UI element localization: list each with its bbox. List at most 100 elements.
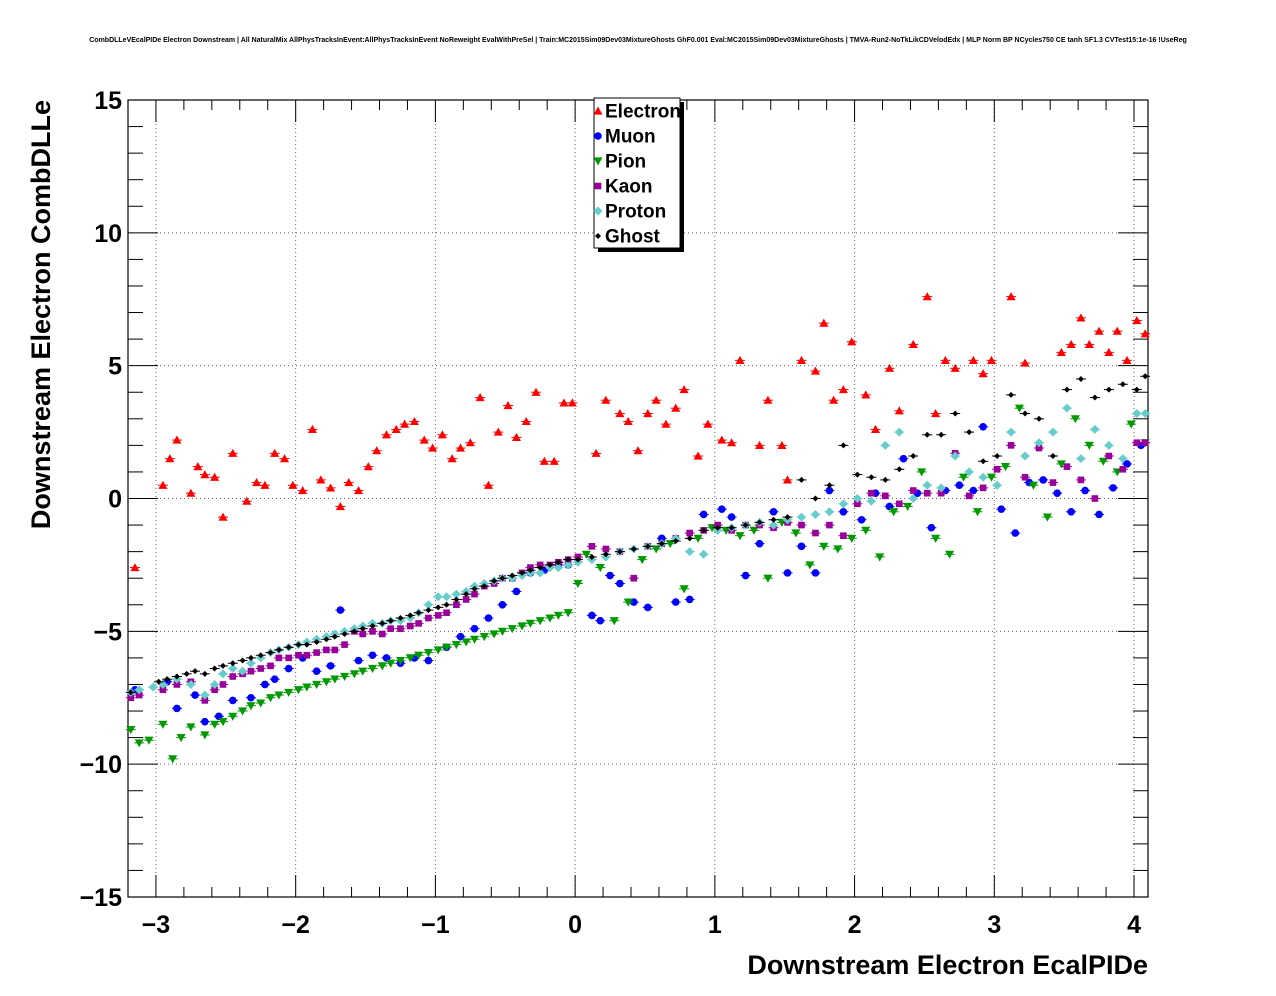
y-tick-label: −5 [93, 618, 122, 646]
data-point-muon [261, 680, 269, 689]
data-point-pion [330, 675, 340, 684]
data-point-electron [615, 408, 625, 418]
data-point-electron [503, 401, 513, 410]
data-point-ghost [728, 524, 735, 531]
data-point-ghost [798, 476, 805, 483]
data-point-proton [535, 568, 545, 578]
data-point-proton [246, 658, 256, 668]
data-point-proton [769, 520, 779, 530]
data-point-ghost [1119, 381, 1126, 388]
data-point-electron [483, 480, 493, 489]
data-point-ghost [672, 538, 679, 545]
data-point-pion [987, 473, 997, 482]
data-point-electron [1066, 339, 1076, 349]
data-point-kaon [323, 646, 330, 654]
series-kaon [125, 439, 1151, 704]
data-point-muon [1067, 507, 1075, 516]
data-point-ghost [1105, 386, 1112, 393]
data-point-ghost [295, 641, 302, 648]
data-point-proton [442, 592, 452, 602]
data-point-pion [442, 643, 452, 652]
data-point-electron [381, 430, 391, 439]
data-point-electron [456, 443, 466, 452]
data-point-muon [1039, 476, 1048, 484]
data-point-ghost [938, 431, 945, 438]
data-point-muon [326, 662, 335, 670]
data-point-electron [651, 395, 661, 404]
data-point-pion [433, 646, 443, 655]
data-point-muon [755, 539, 764, 548]
data-point-muon [727, 513, 736, 521]
data-point-electron [950, 363, 960, 372]
data-point-ghost [555, 559, 562, 566]
legend-marker-muon [594, 132, 602, 140]
data-point-kaon [868, 489, 875, 497]
data-point-kaon [1035, 444, 1043, 452]
data-point-proton [978, 472, 988, 482]
data-point-electron [218, 512, 228, 521]
data-point-kaon [453, 601, 460, 609]
data-point-pion [405, 654, 415, 663]
data-point-pion [479, 633, 489, 642]
data-point-pion [158, 720, 168, 729]
data-point-electron [763, 395, 773, 404]
data-point-electron [922, 292, 932, 301]
data-point-proton [553, 563, 563, 573]
data-point-ghost [966, 429, 973, 436]
data-point-pion [553, 611, 563, 620]
data-point-electron [316, 475, 326, 484]
data-point-pion [1056, 460, 1066, 469]
data-point-muon [596, 616, 605, 625]
legend-marker-proton [593, 206, 603, 216]
x-axis-label: Downstream Electron EcalPIDe [747, 950, 1148, 980]
data-point-ghost [854, 471, 861, 478]
data-point-electron [391, 424, 401, 434]
x-tick-label: 3 [987, 911, 1001, 939]
data-point-pion [414, 651, 424, 660]
data-point-ghost [192, 668, 199, 675]
data-point-proton [1132, 408, 1142, 418]
data-point-electron [531, 387, 541, 396]
data-point-proton [1048, 427, 1058, 437]
data-point-pion [805, 561, 815, 570]
data-point-ghost [770, 516, 777, 523]
data-point-muon [797, 542, 806, 551]
data-point-pion [218, 718, 228, 727]
data-point-ghost [201, 670, 208, 677]
data-point-proton [186, 679, 196, 689]
data-point-pion [623, 598, 633, 607]
data-point-proton [992, 480, 1002, 490]
data-point-ghost [331, 633, 338, 640]
data-point-kaon [211, 686, 218, 694]
data-point-pion [489, 630, 499, 639]
data-point-electron [549, 456, 559, 465]
data-point-kaon [1021, 473, 1029, 481]
data-point-ghost [443, 601, 450, 608]
data-point-pion [609, 617, 619, 626]
data-point-electron [1140, 329, 1150, 338]
data-point-kaon [1007, 442, 1015, 449]
data-point-kaon [247, 667, 255, 675]
data-point-ghost [323, 636, 330, 643]
legend-box [593, 97, 681, 249]
data-point-pion [168, 755, 178, 764]
x-tick-label: −1 [421, 911, 450, 939]
data-point-kaon [462, 596, 470, 603]
data-point-kaon [173, 681, 181, 688]
x-tick-label: −2 [281, 911, 310, 939]
data-point-pion [861, 526, 871, 535]
data-point-electron [819, 318, 829, 327]
legend: Electron Muon Pion Kaon Proton Ghost [593, 97, 684, 252]
data-point-proton [685, 547, 695, 557]
data-point-electron [252, 478, 262, 487]
data-point-ghost [994, 452, 1001, 459]
data-point-kaon [135, 691, 143, 699]
data-point-pion [126, 726, 136, 735]
data-point-electron [242, 496, 252, 505]
data-point-pion [349, 670, 359, 679]
data-point-pion [302, 683, 312, 692]
data-point-pion [395, 656, 405, 666]
data-point-kaon [331, 646, 339, 654]
data-point-electron [810, 366, 820, 375]
data-point-electron [829, 395, 839, 404]
